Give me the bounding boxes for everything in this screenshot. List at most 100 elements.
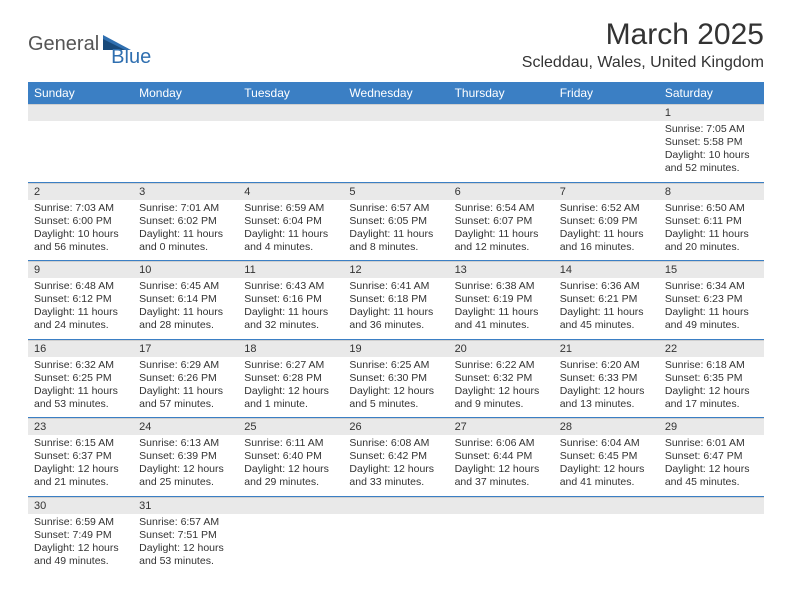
location-text: Scleddau, Wales, United Kingdom xyxy=(522,54,764,72)
day-body: Sunrise: 6:06 AMSunset: 6:44 PMDaylight:… xyxy=(449,435,554,496)
day-number: 23 xyxy=(28,418,133,435)
day-header: Thursday xyxy=(449,82,554,104)
daylight-text: Daylight: 11 hours xyxy=(139,385,232,398)
day-body: Sunrise: 7:01 AMSunset: 6:02 PMDaylight:… xyxy=(133,200,238,261)
day-number xyxy=(343,497,448,514)
day-number: 18 xyxy=(238,340,343,357)
sunset-text: Sunset: 5:58 PM xyxy=(665,136,758,149)
calendar-day-cell: 18Sunrise: 6:27 AMSunset: 6:28 PMDayligh… xyxy=(238,339,343,418)
day-body: Sunrise: 6:11 AMSunset: 6:40 PMDaylight:… xyxy=(238,435,343,496)
day-number: 17 xyxy=(133,340,238,357)
daylight-text: Daylight: 11 hours xyxy=(665,306,758,319)
daylight-text: Daylight: 12 hours xyxy=(139,463,232,476)
day-body: Sunrise: 6:52 AMSunset: 6:09 PMDaylight:… xyxy=(554,200,659,261)
daylight-text: and 21 minutes. xyxy=(34,476,127,489)
sunrise-text: Sunrise: 6:01 AM xyxy=(665,437,758,450)
calendar-day-cell: 6Sunrise: 6:54 AMSunset: 6:07 PMDaylight… xyxy=(449,182,554,261)
day-number xyxy=(28,104,133,121)
sunrise-text: Sunrise: 6:15 AM xyxy=(34,437,127,450)
sunrise-text: Sunrise: 6:22 AM xyxy=(455,359,548,372)
sunset-text: Sunset: 6:00 PM xyxy=(34,215,127,228)
day-number: 20 xyxy=(449,340,554,357)
day-number: 11 xyxy=(238,261,343,278)
sunrise-text: Sunrise: 6:36 AM xyxy=(560,280,653,293)
sunrise-text: Sunrise: 6:41 AM xyxy=(349,280,442,293)
day-body: Sunrise: 6:48 AMSunset: 6:12 PMDaylight:… xyxy=(28,278,133,339)
daylight-text: and 28 minutes. xyxy=(139,319,232,332)
daylight-text: and 56 minutes. xyxy=(34,241,127,254)
sunset-text: Sunset: 6:04 PM xyxy=(244,215,337,228)
calendar-day-cell: 21Sunrise: 6:20 AMSunset: 6:33 PMDayligh… xyxy=(554,339,659,418)
daylight-text: Daylight: 12 hours xyxy=(455,385,548,398)
day-number: 19 xyxy=(343,340,448,357)
sunrise-text: Sunrise: 6:48 AM xyxy=(34,280,127,293)
sunrise-text: Sunrise: 6:59 AM xyxy=(244,202,337,215)
sunrise-text: Sunrise: 6:11 AM xyxy=(244,437,337,450)
calendar-day-cell: 25Sunrise: 6:11 AMSunset: 6:40 PMDayligh… xyxy=(238,418,343,497)
sunset-text: Sunset: 6:37 PM xyxy=(34,450,127,463)
daylight-text: Daylight: 12 hours xyxy=(244,385,337,398)
day-body: Sunrise: 6:54 AMSunset: 6:07 PMDaylight:… xyxy=(449,200,554,261)
calendar-day-cell xyxy=(554,104,659,182)
daylight-text: Daylight: 11 hours xyxy=(665,228,758,241)
calendar-week-row: 30Sunrise: 6:59 AMSunset: 7:49 PMDayligh… xyxy=(28,496,764,574)
sunset-text: Sunset: 6:44 PM xyxy=(455,450,548,463)
day-number xyxy=(449,104,554,121)
daylight-text: and 12 minutes. xyxy=(455,241,548,254)
daylight-text: and 57 minutes. xyxy=(139,398,232,411)
sunset-text: Sunset: 6:21 PM xyxy=(560,293,653,306)
sunset-text: Sunset: 6:47 PM xyxy=(665,450,758,463)
day-body: Sunrise: 6:36 AMSunset: 6:21 PMDaylight:… xyxy=(554,278,659,339)
day-body: Sunrise: 6:45 AMSunset: 6:14 PMDaylight:… xyxy=(133,278,238,339)
day-number: 7 xyxy=(554,183,659,200)
day-body: Sunrise: 6:22 AMSunset: 6:32 PMDaylight:… xyxy=(449,357,554,418)
calendar-day-cell: 24Sunrise: 6:13 AMSunset: 6:39 PMDayligh… xyxy=(133,418,238,497)
day-body xyxy=(343,121,448,177)
day-body xyxy=(449,121,554,177)
calendar-table: Sunday Monday Tuesday Wednesday Thursday… xyxy=(28,82,764,574)
sunrise-text: Sunrise: 6:43 AM xyxy=(244,280,337,293)
calendar-day-cell xyxy=(343,104,448,182)
day-number: 10 xyxy=(133,261,238,278)
day-number xyxy=(343,104,448,121)
calendar-day-cell: 10Sunrise: 6:45 AMSunset: 6:14 PMDayligh… xyxy=(133,261,238,340)
day-body xyxy=(449,514,554,570)
day-body: Sunrise: 6:15 AMSunset: 6:37 PMDaylight:… xyxy=(28,435,133,496)
calendar-day-cell: 31Sunrise: 6:57 AMSunset: 7:51 PMDayligh… xyxy=(133,496,238,574)
daylight-text: Daylight: 11 hours xyxy=(34,306,127,319)
day-header: Wednesday xyxy=(343,82,448,104)
day-number: 15 xyxy=(659,261,764,278)
sunrise-text: Sunrise: 6:57 AM xyxy=(139,516,232,529)
logo: General Blue xyxy=(28,18,147,63)
daylight-text: and 13 minutes. xyxy=(560,398,653,411)
sunset-text: Sunset: 6:35 PM xyxy=(665,372,758,385)
daylight-text: Daylight: 10 hours xyxy=(34,228,127,241)
day-number: 30 xyxy=(28,497,133,514)
calendar-day-cell: 19Sunrise: 6:25 AMSunset: 6:30 PMDayligh… xyxy=(343,339,448,418)
daylight-text: and 45 minutes. xyxy=(665,476,758,489)
daylight-text: Daylight: 11 hours xyxy=(349,228,442,241)
day-body: Sunrise: 6:25 AMSunset: 6:30 PMDaylight:… xyxy=(343,357,448,418)
calendar-day-cell: 2Sunrise: 7:03 AMSunset: 6:00 PMDaylight… xyxy=(28,182,133,261)
calendar-day-cell: 4Sunrise: 6:59 AMSunset: 6:04 PMDaylight… xyxy=(238,182,343,261)
sunrise-text: Sunrise: 6:06 AM xyxy=(455,437,548,450)
day-body: Sunrise: 6:32 AMSunset: 6:25 PMDaylight:… xyxy=(28,357,133,418)
day-number: 8 xyxy=(659,183,764,200)
day-number: 21 xyxy=(554,340,659,357)
sunset-text: Sunset: 6:28 PM xyxy=(244,372,337,385)
daylight-text: Daylight: 12 hours xyxy=(560,463,653,476)
sunrise-text: Sunrise: 6:52 AM xyxy=(560,202,653,215)
daylight-text: Daylight: 12 hours xyxy=(665,463,758,476)
sunrise-text: Sunrise: 6:29 AM xyxy=(139,359,232,372)
day-number xyxy=(554,497,659,514)
calendar-day-cell: 29Sunrise: 6:01 AMSunset: 6:47 PMDayligh… xyxy=(659,418,764,497)
day-number xyxy=(554,104,659,121)
daylight-text: and 20 minutes. xyxy=(665,241,758,254)
sunset-text: Sunset: 6:16 PM xyxy=(244,293,337,306)
sunset-text: Sunset: 6:39 PM xyxy=(139,450,232,463)
calendar-day-cell xyxy=(449,104,554,182)
calendar-day-cell: 8Sunrise: 6:50 AMSunset: 6:11 PMDaylight… xyxy=(659,182,764,261)
sunset-text: Sunset: 6:19 PM xyxy=(455,293,548,306)
sunset-text: Sunset: 6:42 PM xyxy=(349,450,442,463)
sunset-text: Sunset: 6:40 PM xyxy=(244,450,337,463)
